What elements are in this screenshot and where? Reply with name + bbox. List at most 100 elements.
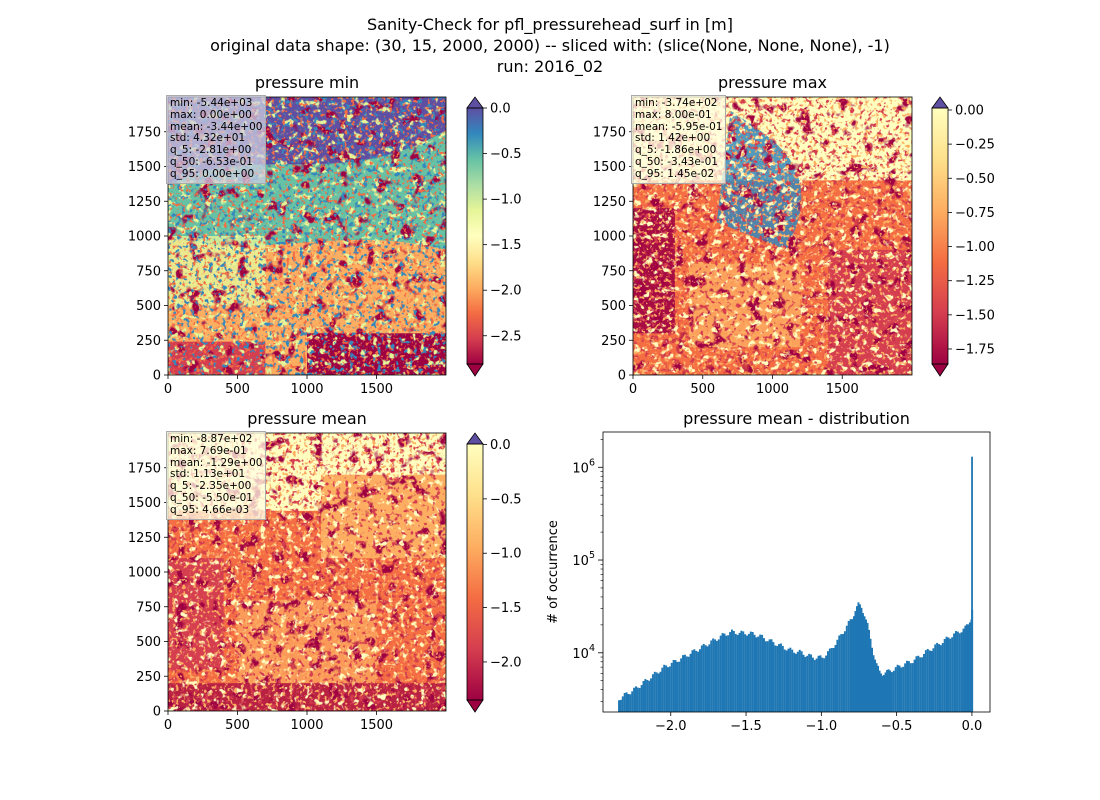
histogram-bar (922, 653, 925, 712)
histogram-bar (766, 641, 769, 712)
histogram-bar (787, 648, 790, 712)
x-tick-label: 0 (164, 718, 172, 733)
colorbar-tick-label: −2.0 (490, 655, 522, 670)
colorbar-extend-max (466, 96, 484, 109)
hist-x-tick-label: −1.0 (806, 719, 838, 734)
histogram-bar (851, 619, 854, 712)
histogram-bar (755, 637, 758, 712)
histogram-bar (757, 636, 760, 712)
histogram-bar (915, 656, 918, 712)
histogram-bar (826, 651, 829, 712)
histogram-bar (947, 637, 950, 712)
histogram-bar (953, 633, 956, 712)
colorbar-tick-label: −1.25 (955, 274, 995, 289)
y-tick-label: 250 (136, 670, 161, 685)
y-tick-label: 0 (618, 369, 626, 384)
histogram-bar (808, 653, 811, 712)
histogram-bar (648, 680, 651, 712)
colorbar-tick-label: −0.5 (490, 492, 522, 507)
histogram-bar (791, 649, 794, 712)
stats-line: q_50: -5.50e-01 (170, 491, 253, 504)
stats-line: q_95: 1.45e-02 (635, 167, 715, 180)
colorbar-tick-label: 0.0 (490, 102, 511, 117)
histogram-bar (810, 654, 813, 712)
histogram-bar (819, 655, 822, 712)
hist-x-tick-label: −0.5 (881, 719, 913, 734)
y-tick-label: 500 (136, 299, 161, 314)
histogram-bar (644, 679, 647, 712)
stats-line: q_95: 0.00e+00 (170, 167, 255, 180)
histogram-bar (815, 658, 818, 712)
histogram-bar (747, 633, 750, 712)
histogram-bar (906, 660, 909, 712)
histogram-bar (854, 611, 857, 712)
histogram-bar (665, 665, 668, 712)
histogram-bar (883, 674, 886, 712)
histogram-bar (749, 631, 752, 712)
histogram-bar (770, 639, 773, 712)
histogram-bar (723, 633, 726, 712)
colorbar-tick-label: −0.5 (490, 147, 522, 162)
histogram-bar (776, 645, 779, 712)
y-tick-label: 0 (153, 369, 161, 384)
histogram-bar (719, 635, 722, 712)
hist-x-tick-label: 0.0 (962, 719, 983, 734)
histogram-bar (708, 644, 711, 712)
histogram-bar (871, 647, 874, 712)
histogram-bar (887, 669, 890, 712)
histogram-bar (951, 637, 954, 712)
x-tick-label: 1500 (360, 718, 393, 733)
figure-title-line-2: original data shape: (30, 15, 2000, 2000… (210, 36, 890, 55)
histogram-bar (842, 633, 845, 712)
y-tick-label: 1000 (128, 230, 161, 245)
histogram-bar (691, 650, 694, 712)
colorbar-frame (466, 443, 484, 701)
histogram-bars (618, 456, 974, 712)
histogram-bar (956, 631, 959, 712)
histogram-bar (633, 687, 636, 712)
histogram-bar (806, 655, 809, 712)
histogram-bar (732, 630, 735, 712)
histogram-bar (702, 643, 705, 712)
histogram-bar (907, 661, 910, 712)
histogram-bar (838, 635, 841, 712)
y-tick-label: 1750 (128, 125, 161, 140)
histogram-bar (917, 655, 920, 712)
panel-title: pressure max (718, 73, 827, 92)
colorbar-extend-max (931, 96, 949, 109)
histogram-bar (650, 678, 653, 712)
histogram-bar (666, 667, 669, 712)
stats-line: q_50: -3.43e-01 (635, 155, 718, 168)
histogram-bar (759, 634, 762, 712)
histogram-bar (872, 655, 875, 712)
histogram-bar (687, 656, 690, 712)
histogram-bar (625, 692, 628, 712)
histogram-bar (680, 658, 683, 712)
histogram-bar (874, 659, 877, 712)
histogram-bar (627, 694, 630, 712)
colorbar-gradient (932, 108, 948, 364)
histogram-bar (896, 664, 899, 712)
histogram-bar (621, 696, 624, 712)
histogram-bar (710, 640, 713, 712)
histogram-bar (793, 652, 796, 712)
histogram-bar (642, 680, 645, 712)
colorbar-gradient (467, 444, 483, 700)
histogram-bar (798, 649, 801, 712)
histogram-bar (913, 659, 916, 712)
stats-line: max: 8.00e-01 (635, 108, 712, 121)
stats-box: min: -5.44e+03 max: 0.00e+00 mean: -3.44e+… (166, 95, 267, 184)
histogram-bar (623, 692, 626, 712)
y-tick-label: 1750 (593, 125, 626, 140)
y-tick-label: 1250 (593, 195, 626, 210)
y-tick-label: 1500 (593, 160, 626, 175)
histogram-bar (697, 651, 700, 712)
y-tick-label: 500 (136, 635, 161, 650)
panel-title: pressure min (255, 73, 359, 92)
histogram-bar (934, 644, 937, 712)
stats-line: min: -3.74e+02 (635, 97, 718, 109)
y-tick-label: 500 (601, 299, 626, 314)
histogram-bar (862, 613, 864, 712)
histogram-bar (958, 633, 961, 712)
histogram-bar (960, 632, 963, 712)
